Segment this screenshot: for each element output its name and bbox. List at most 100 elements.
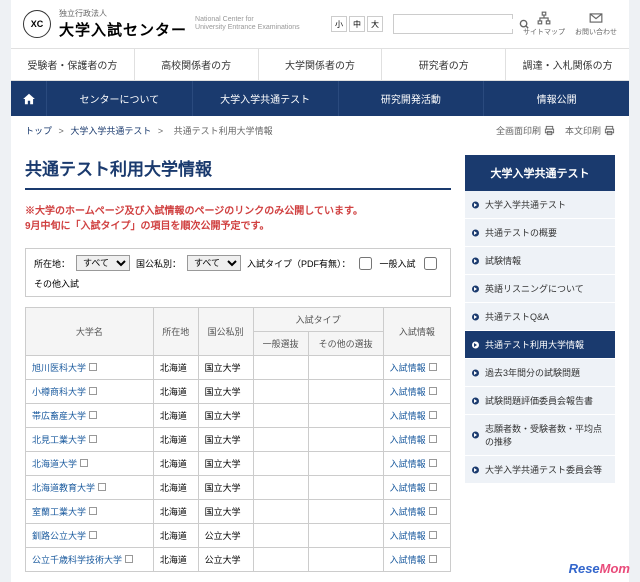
print-controls: 全画面印刷 本文印刷 — [496, 124, 615, 137]
university-link[interactable]: 北海道大学 — [32, 459, 88, 469]
search-input[interactable] — [394, 19, 519, 29]
breadcrumb-bar: トップ > 大学入学共通テスト > 共通テスト利用大学情報 全画面印刷 本文印刷 — [11, 116, 629, 145]
sidebar-item[interactable]: 英語リスニングについて — [465, 275, 615, 303]
external-icon — [429, 363, 437, 371]
nav2-item[interactable]: 大学入学共通テスト — [193, 81, 339, 116]
font-medium-button[interactable]: 中 — [349, 16, 365, 32]
crumb-top[interactable]: トップ — [25, 126, 52, 136]
table-row: 北海道大学北海道国立大学入試情報 — [26, 452, 451, 476]
university-link[interactable]: 北見工業大学 — [32, 435, 97, 445]
sidebar-item[interactable]: 志願者数・受験者数・平均点の推移 — [465, 415, 615, 456]
info-link[interactable]: 入試情報 — [390, 387, 437, 397]
sidebar-item[interactable]: 過去3年間分の試験問題 — [465, 359, 615, 387]
notice-text: ※大学のホームページ及び入試情報のページのリンクのみ公開しています。 9月中旬に… — [25, 204, 451, 234]
external-icon — [89, 387, 97, 395]
external-icon — [89, 507, 97, 515]
general-checkbox[interactable] — [359, 257, 372, 270]
nav1-item[interactable]: 調達・入札関係の方 — [506, 49, 629, 80]
nav1-item[interactable]: 高校関係者の方 — [135, 49, 259, 80]
external-icon — [89, 531, 97, 539]
external-icon — [98, 483, 106, 491]
font-large-button[interactable]: 大 — [367, 16, 383, 32]
info-link[interactable]: 入試情報 — [390, 555, 437, 565]
contact-link[interactable]: お問い合わせ — [575, 11, 617, 37]
th-general: 一般選抜 — [253, 332, 308, 356]
sidebar-item[interactable]: 試験問題評価委員会報告書 — [465, 387, 615, 415]
university-link[interactable]: 小樽商科大学 — [32, 387, 97, 397]
sidebar-item[interactable]: 共通テストQ&A — [465, 303, 615, 331]
nav1-item[interactable]: 受験者・保護者の方 — [11, 49, 135, 80]
external-icon — [89, 363, 97, 371]
print-body-button[interactable]: 本文印刷 — [565, 124, 615, 137]
sitemap-link[interactable]: サイトマップ — [523, 11, 565, 37]
crumb-link[interactable]: 大学入学共通テスト — [70, 126, 151, 136]
table-row: 室蘭工業大学北海道国立大学入試情報 — [26, 500, 451, 524]
sidebar-item[interactable]: 試験情報 — [465, 247, 615, 275]
other-checkbox[interactable] — [424, 257, 437, 270]
external-icon — [429, 483, 437, 491]
audience-nav: 受験者・保護者の方 高校関係者の方 大学関係者の方 研究者の方 調達・入札関係の… — [11, 49, 629, 81]
table-row: 公立千歳科学技術大学北海道公立大学入試情報 — [26, 548, 451, 572]
crumb-current: 共通テスト利用大学情報 — [174, 126, 273, 136]
info-link[interactable]: 入試情報 — [390, 411, 437, 421]
external-icon — [125, 555, 133, 563]
sidebar: 大学入学共通テスト 大学入学共通テスト共通テストの概要試験情報英語リスニングにつ… — [465, 155, 615, 572]
info-link[interactable]: 入試情報 — [390, 459, 437, 469]
info-link[interactable]: 入試情報 — [390, 507, 437, 517]
main-nav: センターについて 大学入学共通テスト 研究開発活動 情報公開 — [11, 81, 629, 116]
sidebar-item[interactable]: 共通テスト利用大学情報 — [465, 331, 615, 359]
external-icon — [429, 507, 437, 515]
external-icon — [429, 411, 437, 419]
page-title: 共通テスト利用大学情報 — [25, 155, 451, 190]
filter-label: 国公私別： — [136, 257, 181, 270]
info-link[interactable]: 入試情報 — [390, 363, 437, 373]
external-icon — [89, 411, 97, 419]
external-icon — [429, 435, 437, 443]
nav2-item[interactable]: 研究開発活動 — [339, 81, 485, 116]
university-link[interactable]: 公立千歳科学技術大学 — [32, 555, 133, 565]
home-button[interactable] — [11, 81, 47, 116]
table-row: 旭川医科大学北海道国立大学入試情報 — [26, 356, 451, 380]
university-link[interactable]: 釧路公立大学 — [32, 531, 97, 541]
th-name: 大学名 — [26, 308, 154, 356]
external-icon — [89, 435, 97, 443]
nav2-item[interactable]: 情報公開 — [484, 81, 629, 116]
university-link[interactable]: 帯広畜産大学 — [32, 411, 97, 421]
nav1-item[interactable]: 研究者の方 — [382, 49, 506, 80]
breadcrumb: トップ > 大学入学共通テスト > 共通テスト利用大学情報 — [25, 124, 277, 137]
print-all-button[interactable]: 全画面印刷 — [496, 124, 555, 137]
main-content: 共通テスト利用大学情報 ※大学のホームページ及び入試情報のページのリンクのみ公開… — [25, 155, 451, 572]
font-small-button[interactable]: 小 — [331, 16, 347, 32]
external-icon — [429, 555, 437, 563]
university-link[interactable]: 北海道教育大学 — [32, 483, 106, 493]
th-loc: 所在地 — [153, 308, 198, 356]
print-icon — [544, 125, 555, 136]
external-icon — [429, 459, 437, 467]
location-select[interactable]: すべて — [76, 255, 130, 271]
th-info: 入試情報 — [383, 308, 450, 356]
info-link[interactable]: 入試情報 — [390, 531, 437, 541]
info-link[interactable]: 入試情報 — [390, 483, 437, 493]
watermark: ReseMom — [569, 561, 630, 576]
mail-icon — [589, 11, 603, 25]
university-link[interactable]: 室蘭工業大学 — [32, 507, 97, 517]
logo-text: 独立行政法人 大学入試センター — [59, 8, 187, 40]
logo-title: 大学入試センター — [59, 19, 187, 40]
type-select[interactable]: すべて — [187, 255, 241, 271]
sidebar-item[interactable]: 大学入学共通テスト — [465, 191, 615, 219]
sidebar-item[interactable]: 共通テストの概要 — [465, 219, 615, 247]
table-row: 北見工業大学北海道国立大学入試情報 — [26, 428, 451, 452]
table-row: 北海道教育大学北海道国立大学入試情報 — [26, 476, 451, 500]
sidebar-item[interactable]: 大学入学共通テスト委員会等 — [465, 456, 615, 484]
university-table: 大学名 所在地 国公私別 入試タイプ 入試情報 一般選抜 その他の選抜 旭川医科… — [25, 307, 451, 572]
external-icon — [429, 387, 437, 395]
info-link[interactable]: 入試情報 — [390, 435, 437, 445]
sidebar-heading: 大学入学共通テスト — [465, 155, 615, 191]
table-row: 小樽商科大学北海道国立大学入試情報 — [26, 380, 451, 404]
university-link[interactable]: 旭川医科大学 — [32, 363, 97, 373]
filter-bar: 所在地： すべて 国公私別： すべて 入試タイプ（PDF有無）： 一般入試 その… — [25, 248, 451, 297]
th-type: 国公私別 — [198, 308, 253, 356]
nav1-item[interactable]: 大学関係者の方 — [259, 49, 383, 80]
nav2-item[interactable]: センターについて — [47, 81, 193, 116]
logo-mark: XC — [23, 10, 51, 38]
